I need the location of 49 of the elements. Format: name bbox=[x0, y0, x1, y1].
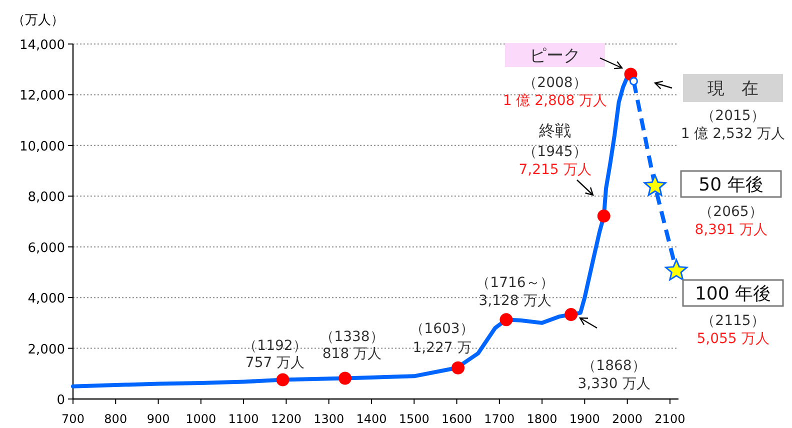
x-tick-label: 1900 bbox=[569, 412, 600, 426]
x-tick-label: 1400 bbox=[356, 412, 387, 426]
y-tick-label: 6,000 bbox=[28, 240, 65, 256]
x-tick-label: 1000 bbox=[186, 412, 216, 426]
x-tick-label: 1200 bbox=[270, 412, 302, 426]
text: 現 在 bbox=[708, 79, 758, 100]
x-tick-label: 1500 bbox=[398, 412, 430, 426]
annotation: （1192） bbox=[243, 338, 307, 354]
annotation: 1,227 万 bbox=[412, 340, 472, 356]
annotation: ピーク bbox=[530, 46, 580, 66]
x-tick-label: 700 bbox=[62, 412, 84, 426]
text: 50 年後 bbox=[698, 174, 764, 196]
x-tick-label: 1700 bbox=[484, 412, 515, 426]
y-tick-label: 10,000 bbox=[20, 139, 65, 154]
y-tick-label: 0 bbox=[56, 393, 65, 408]
annotation: （1338） bbox=[320, 329, 384, 346]
y-tick-label: 2,000 bbox=[28, 342, 65, 358]
x-tick-label: 2100 bbox=[654, 412, 686, 426]
annotation: （1603） bbox=[410, 321, 474, 338]
x-tick-label: 800 bbox=[104, 412, 128, 426]
annotation: 757 万人 bbox=[245, 355, 305, 372]
y-tick-label: 14,000 bbox=[20, 38, 65, 53]
x-tick-label: 1800 bbox=[526, 412, 558, 426]
annotation: 3,330 万人 bbox=[578, 376, 650, 392]
text: 100 年後 bbox=[694, 283, 772, 304]
text: 5,055 万人 bbox=[696, 331, 770, 348]
y-tick-label: 4,000 bbox=[28, 292, 65, 307]
annotation: （2008） bbox=[523, 75, 587, 92]
text: （2015） bbox=[701, 108, 765, 124]
x-tick-label: 2000 bbox=[612, 412, 643, 426]
annotation: 1 億 2,808 万人 bbox=[502, 93, 608, 110]
text: （2115） bbox=[701, 313, 765, 330]
text: 1 億 2,532 万人 bbox=[680, 126, 786, 142]
annotation: （1716～） bbox=[476, 275, 554, 292]
y-tick-label: 8,000 bbox=[28, 190, 65, 206]
annotation: （1945） bbox=[523, 144, 587, 160]
y-axis-title: （万人） bbox=[12, 13, 64, 28]
annotation: 7,215 万人 bbox=[518, 162, 592, 178]
annotation: 818 万人 bbox=[322, 346, 382, 362]
x-tick-label: 1300 bbox=[314, 412, 344, 426]
x-tick-label: 1100 bbox=[228, 412, 259, 426]
annotation: （1868） bbox=[582, 358, 646, 374]
x-tick-label: 900 bbox=[146, 412, 170, 426]
text: 8,391 万人 bbox=[694, 222, 768, 238]
y-tick-label: 12,000 bbox=[20, 88, 65, 104]
annotation: 終戦 bbox=[538, 120, 571, 140]
text: （2065） bbox=[699, 204, 763, 220]
annotation: 3,128 万人 bbox=[478, 293, 552, 310]
x-tick-label: 1600 bbox=[441, 412, 472, 426]
